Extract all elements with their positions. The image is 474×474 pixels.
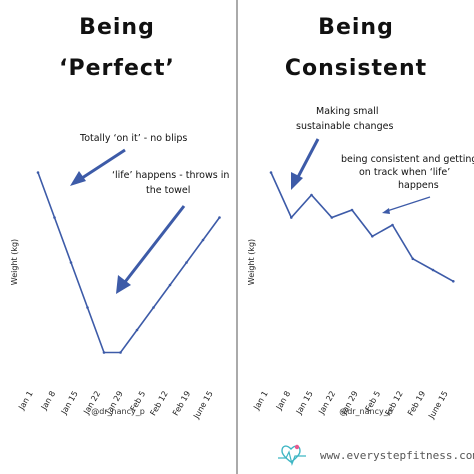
x-tick-label: Feb 19: [406, 390, 427, 418]
ylabel-perfect: Weight (kg): [10, 239, 19, 285]
data-point: [218, 216, 221, 219]
annotation-perfect-2-line2: the towel: [146, 185, 190, 196]
handle-perfect: @dr_nancy_p: [91, 407, 145, 416]
data-point: [168, 283, 172, 287]
data-point: [330, 216, 334, 219]
x-tick-label: Feb 19: [171, 390, 192, 418]
annotation-consistent-1-line1: Making small: [316, 106, 379, 117]
data-point: [69, 261, 73, 264]
x-tick-label: Jan 8: [274, 390, 292, 413]
title-consistent-line1: Being: [318, 15, 394, 40]
data-point: [86, 306, 89, 309]
annotation-perfect-2: ‘life’ happens - throws in the towel: [112, 170, 232, 196]
annotation-consistent-1-line2: sustainable changes: [296, 121, 393, 132]
x-tick-label: Jan 8: [39, 390, 57, 413]
data-point: [411, 257, 415, 261]
footer-site-url: www.everystepfitness.com: [320, 449, 474, 462]
x-tick-label: Jan 15: [294, 390, 315, 417]
xticks-consistent: Jan 1 Jan 8 Jan 15 Jan 22 Jan 29 Feb 5 Feb 12 F…: [251, 390, 449, 421]
annotation-consistent-2-line2: on track when ‘life’: [359, 167, 450, 178]
series-consistent: [269, 171, 455, 283]
handle-consistent: @dr_nancy_p: [339, 407, 393, 416]
annotation-consistent-2-line3: happens: [398, 180, 439, 191]
arrow-consistent-1: [291, 138, 320, 190]
data-point: [185, 261, 188, 264]
arrow-consistent-2: [382, 196, 431, 214]
annotation-consistent-2: being consistent and getting on track wh…: [341, 154, 474, 191]
data-point: [36, 171, 40, 174]
x-tick-label: June 15: [191, 390, 214, 421]
annotation-consistent-2-line1: being consistent and getting: [341, 154, 474, 165]
data-point: [391, 223, 394, 227]
x-tick-label: June 15: [426, 390, 449, 421]
heart-pulse-icon: [278, 444, 306, 467]
data-point: [152, 306, 155, 309]
data-point: [350, 208, 354, 212]
x-tick-label: Feb 12: [148, 390, 169, 418]
title-perfect-line1: Being: [79, 15, 155, 40]
data-point: [310, 193, 313, 197]
x-tick-label: Jan 22: [316, 390, 337, 417]
data-point: [102, 351, 106, 354]
annotation-perfect-1-line1: Totally ‘on it’ - no blips: [79, 133, 187, 144]
data-point: [53, 216, 56, 219]
chart-perfect: Being ‘Perfect’ Totally ‘on it’ - no bli…: [10, 15, 232, 421]
data-point: [452, 280, 455, 283]
x-tick-label: Jan 1: [16, 390, 34, 413]
data-point: [201, 238, 205, 242]
arrow-perfect-2: [116, 205, 186, 294]
x-tick-label: Jan 1: [251, 390, 269, 413]
series-line: [37, 172, 221, 354]
title-consistent-line2: Consistent: [285, 56, 427, 81]
data-point: [371, 235, 374, 238]
data-point: [431, 268, 435, 272]
series-line: [270, 172, 454, 282]
data-point: [269, 171, 273, 174]
x-tick-label: Jan 15: [59, 390, 80, 417]
data-point: [119, 351, 122, 354]
data-point: [135, 328, 139, 332]
annotation-consistent-1: Making small sustainable changes: [296, 106, 393, 132]
arrow-perfect-1: [70, 148, 126, 186]
data-point: [290, 216, 293, 219]
footer: www.everystepfitness.com: [278, 444, 474, 467]
series-perfect: [36, 171, 221, 354]
title-perfect-line2: ‘Perfect’: [59, 56, 175, 81]
annotation-perfect-1: Totally ‘on it’ - no blips: [79, 133, 187, 144]
chart-consistent: Being Consistent Making small sustainabl…: [247, 15, 474, 421]
annotation-perfect-2-line1: ‘life’ happens - throws in: [112, 170, 229, 181]
xticks-perfect: Jan 1 Jan 8 Jan 15 Jan 22 Jan 29 Feb 5 Feb 12 F…: [16, 390, 214, 421]
ylabel-consistent: Weight (kg): [247, 239, 256, 285]
